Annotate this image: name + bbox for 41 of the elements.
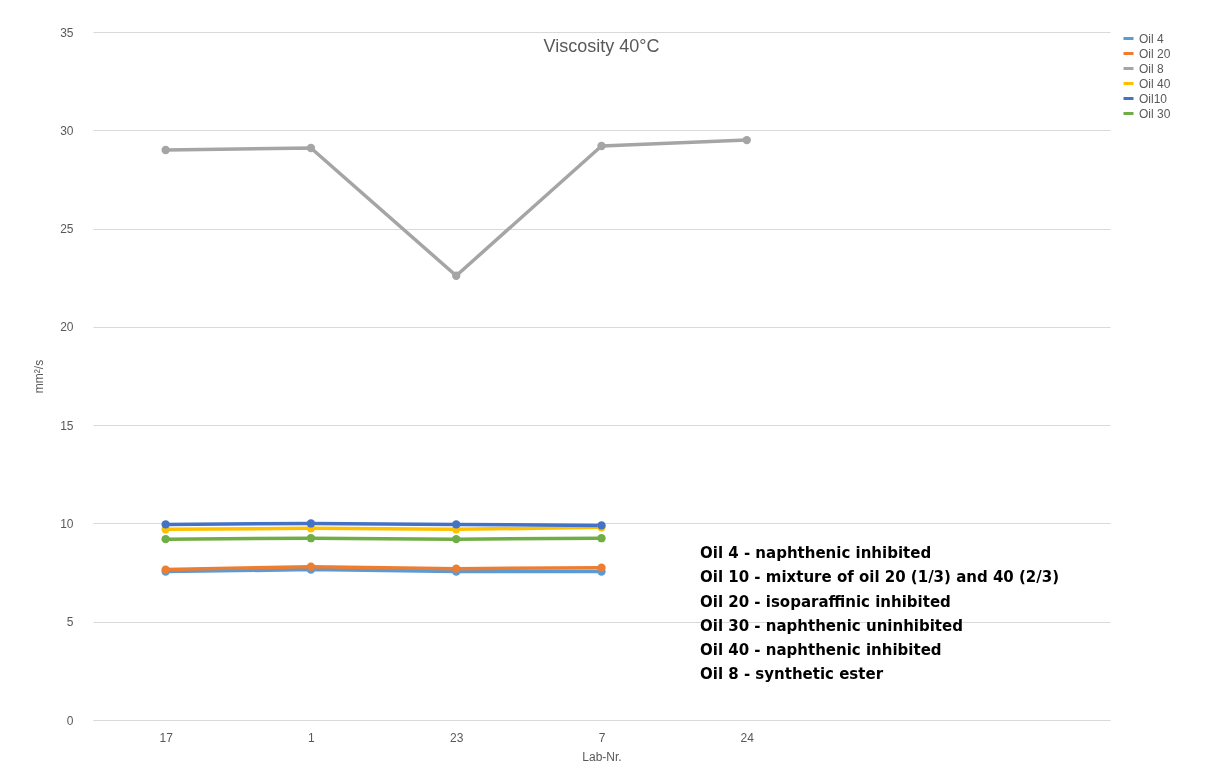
point (597, 534, 606, 543)
y-tick-label: 5 (66, 615, 74, 630)
x-tick-label: 17 (159, 730, 174, 745)
x-axis-title: Lab-Nr. (582, 749, 622, 764)
x-tick-label: 23 (450, 730, 464, 745)
point (742, 135, 751, 145)
point (597, 141, 606, 151)
x-tick-label: 7 (598, 730, 606, 745)
legend-label: Oil 4 (1139, 31, 1164, 46)
legend-label: Oil 30 (1139, 106, 1171, 121)
point (161, 520, 170, 529)
y-tick-label: 10 (60, 516, 74, 531)
y-axis-title: mm²/s (32, 359, 47, 394)
point (597, 563, 606, 572)
annotation: Oil 10 - mixture of oil 20 (1/3) and 40 (2/3) (700, 567, 1060, 589)
legend-label: Oil 40 (1139, 76, 1171, 91)
point (306, 143, 316, 153)
point (161, 145, 170, 155)
point (452, 520, 461, 529)
y-tick-label: 30 (60, 123, 74, 138)
point (306, 534, 316, 543)
annotation: Oil 30 - naphthenic uninhibited (700, 615, 964, 637)
point (452, 271, 461, 280)
y-tick-label: 35 (60, 25, 74, 40)
point (306, 519, 316, 528)
y-tick-label: 0 (66, 713, 74, 728)
legend-label: Oil 20 (1139, 46, 1171, 61)
point (161, 534, 170, 544)
annotation: Oil 4 - naphthenic inhibited (700, 543, 933, 564)
y-tick-label: 25 (60, 222, 74, 237)
legend-label: Oil10 (1139, 91, 1168, 106)
y-tick-label: 15 (60, 418, 74, 433)
point (452, 534, 461, 544)
x-tick-label: 1 (308, 730, 316, 745)
annotation: Oil 40 - naphthenic inhibited (700, 640, 943, 662)
legend-label: Oil 8 (1139, 61, 1164, 76)
x-tick-label: 24 (740, 730, 755, 745)
annotation: Oil 8 - synthetic ester (700, 664, 885, 686)
chart-title: Viscosity 40°C (543, 36, 660, 56)
y-tick-label: 20 (60, 320, 74, 335)
annotation: Oil 20 - isoparaffinic inhibited (700, 591, 952, 613)
